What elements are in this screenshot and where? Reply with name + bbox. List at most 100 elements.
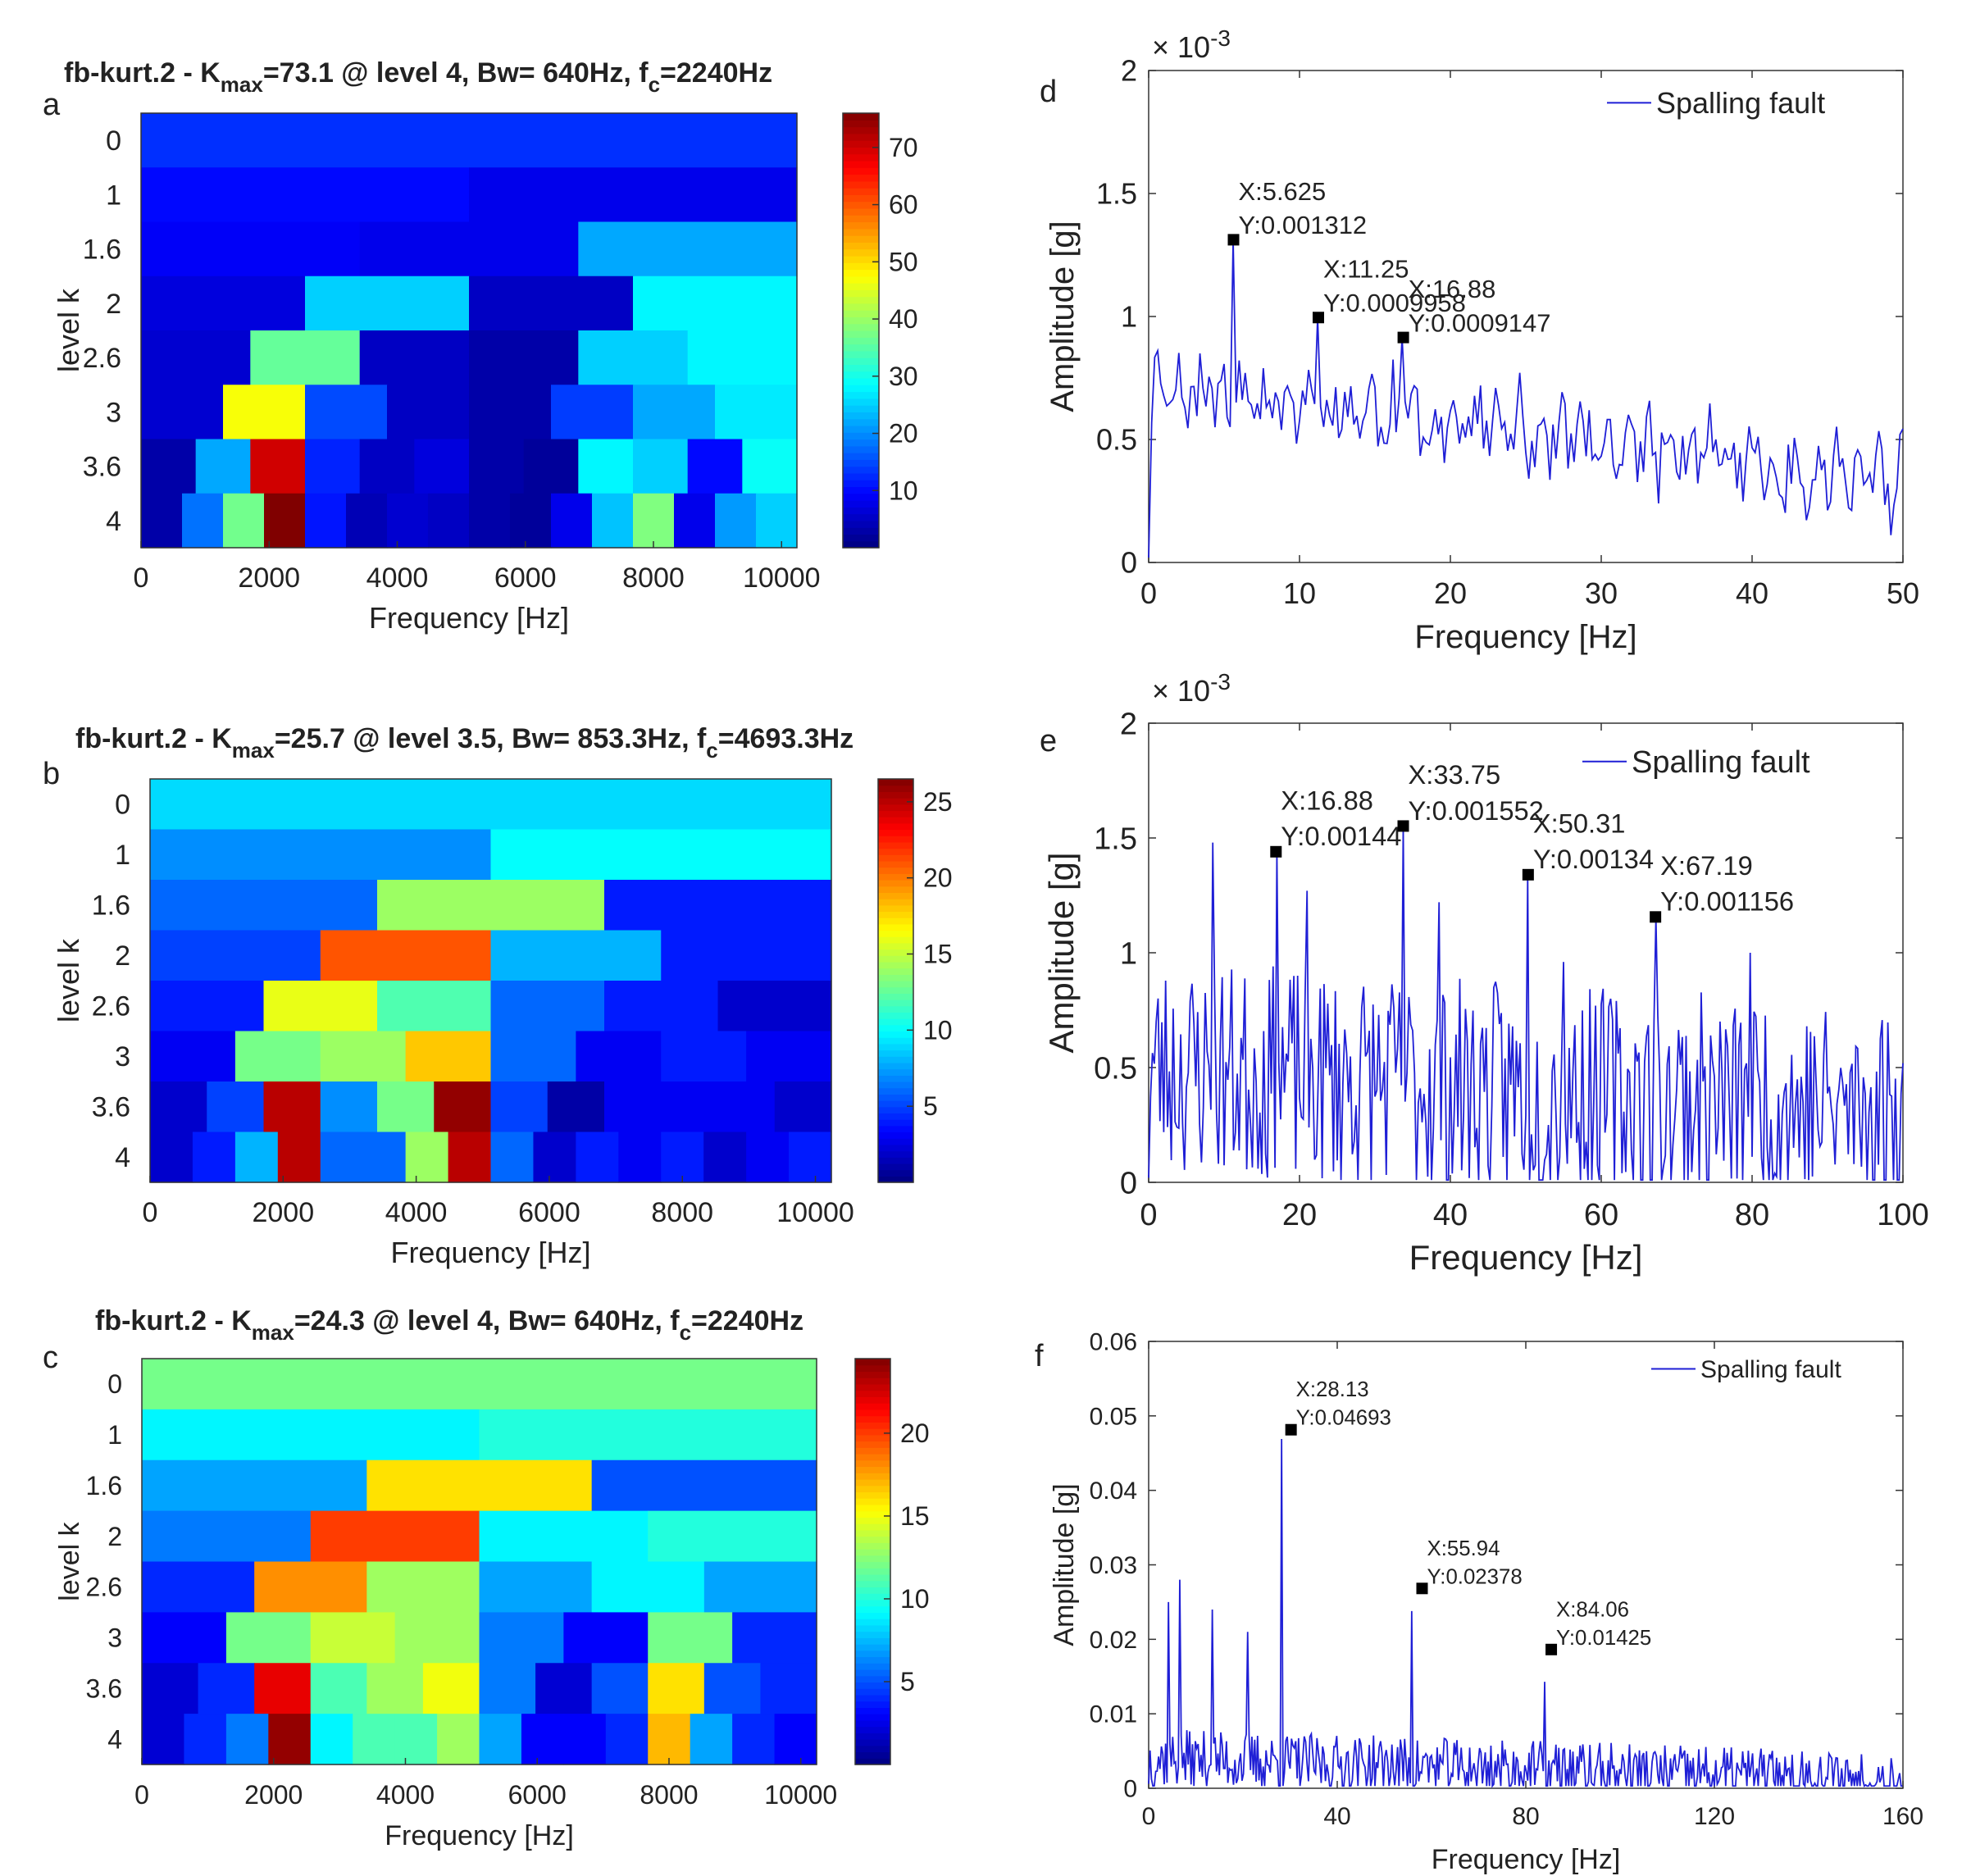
colorbar-swatch	[878, 854, 913, 862]
colorbar-tick-label: 25	[923, 787, 953, 817]
heatmap-cell	[633, 439, 689, 494]
heatmap-cell	[310, 1612, 396, 1664]
heatmap-cell	[268, 1714, 312, 1765]
x-tick-label: 4000	[376, 1780, 435, 1810]
heatmap-cell	[648, 1714, 691, 1765]
colorbar-swatch	[855, 1454, 890, 1461]
colorbar-swatch	[843, 377, 879, 385]
heatmap-cell	[305, 439, 361, 494]
colorbar-swatch	[878, 1018, 913, 1026]
x-tick-label: 0	[143, 1197, 158, 1228]
colorbar-swatch	[878, 1150, 913, 1158]
colorbar-swatch	[855, 1593, 890, 1601]
colorbar-swatch	[855, 1447, 890, 1455]
title-part: =2240Hz	[660, 57, 772, 89]
y-tick-label: 0	[115, 790, 130, 821]
colorbar-swatch	[855, 1523, 890, 1531]
heatmap-cell	[422, 1663, 480, 1714]
y-tick-label: 0.01	[1090, 1701, 1137, 1728]
colorbar-swatch	[855, 1745, 890, 1753]
heatmap-cell	[405, 1031, 492, 1082]
colorbar-swatch	[855, 1473, 890, 1480]
colorbar-tick-label: 5	[923, 1091, 938, 1121]
data-tip-y: Y:0.04693	[1296, 1407, 1391, 1430]
heatmap-cell	[225, 1612, 312, 1664]
colorbar-swatch	[855, 1428, 890, 1436]
heatmap-cell	[521, 1714, 564, 1765]
x-tick-label: 40	[1323, 1803, 1350, 1830]
heatmap-cell	[305, 385, 388, 440]
heatmap-cell	[605, 1714, 649, 1765]
y-tick-label: 1.6	[86, 1471, 122, 1500]
heatmap-cell	[490, 1031, 576, 1082]
heatmap-cell	[479, 1510, 649, 1563]
x-tick-label: 10000	[764, 1780, 837, 1810]
heatmap-cell	[687, 439, 743, 494]
colorbar-swatch	[878, 1024, 913, 1032]
heatmap-cell	[195, 439, 251, 494]
colorbar-swatch	[878, 798, 913, 805]
panel-d: d 0 10 20 30 40 50 0 0.5 1 1.5 2 Frequency [Hz] Ampli…	[1040, 25, 1919, 655]
colorbar-swatch	[878, 1119, 913, 1127]
colorbar-swatch	[843, 540, 879, 549]
y-tick-label: 1.6	[92, 890, 130, 922]
colorbar-tick-label: 70	[889, 133, 918, 162]
colorbar-frame	[842, 112, 880, 549]
colorbar-swatch	[843, 120, 879, 128]
heatmap-cell	[661, 1081, 719, 1133]
panel-label: a	[43, 88, 61, 122]
colorbar-swatch	[878, 986, 913, 994]
colorbar-swatch	[843, 242, 879, 250]
title-part: =2240Hz	[691, 1305, 803, 1336]
colorbar-tick-label: 15	[900, 1501, 930, 1531]
x-axis-label: Frequency [Hz]	[1414, 619, 1636, 655]
colorbar-swatch	[878, 779, 913, 786]
y-tick-label: 0	[1121, 546, 1137, 580]
heatmap-cell	[648, 1510, 817, 1563]
heatmap-cell	[150, 880, 378, 931]
colorbar-swatch	[855, 1359, 890, 1366]
heatmap-cell	[661, 1031, 747, 1082]
data-tip-marker	[1416, 1582, 1428, 1595]
colorbar-swatch	[878, 1087, 913, 1095]
colorbar-swatch	[843, 323, 879, 331]
colorbar-swatch	[878, 918, 913, 925]
heatmap-cell	[479, 1612, 564, 1664]
heatmap-cell	[576, 1132, 619, 1183]
colorbar-swatch	[843, 412, 879, 420]
series-line	[1148, 1438, 1903, 1788]
heatmap-cell	[523, 439, 579, 494]
colorbar-swatch	[843, 480, 879, 488]
heatmap-cell	[254, 1561, 367, 1613]
exponent-power: -3	[1210, 669, 1231, 694]
data-tip-x: X:67.19	[1660, 850, 1753, 881]
title-part: max	[252, 1320, 295, 1345]
colorbar-swatch	[878, 942, 913, 950]
chart-title: fb-kurt.2 - Kmax=73.1 @ level 4, Bw= 640…	[64, 57, 772, 97]
x-tick-label: 50	[1887, 576, 1919, 610]
colorbar-swatch	[843, 113, 879, 121]
colorbar-swatch	[843, 385, 879, 393]
heatmap-cell	[141, 221, 361, 277]
colorbar-swatch	[855, 1669, 890, 1677]
colorbar-swatch	[878, 1157, 913, 1164]
heatmap-cell	[150, 981, 265, 1032]
colorbar-swatch	[878, 873, 913, 881]
heatmap-cell	[150, 779, 832, 831]
colorbar-swatch	[878, 1125, 913, 1133]
y-tick-label: 1.6	[83, 234, 121, 266]
data-tip-x: X:5.625	[1239, 177, 1327, 206]
data-tip-y: Y:0.0009147	[1409, 308, 1551, 337]
heatmap-cell	[366, 1561, 480, 1613]
heatmap-cell	[604, 880, 832, 931]
colorbar-swatch	[843, 418, 879, 426]
heatmap-cell	[142, 1409, 480, 1461]
colorbar-swatch	[843, 500, 879, 508]
heatmap-cell	[223, 493, 265, 549]
colorbar-swatch	[878, 1106, 913, 1114]
colorbar-swatch	[855, 1580, 890, 1588]
x-tick-label: 8000	[640, 1780, 698, 1810]
colorbar-swatch	[855, 1656, 890, 1664]
heatmap-cell	[150, 1132, 193, 1183]
